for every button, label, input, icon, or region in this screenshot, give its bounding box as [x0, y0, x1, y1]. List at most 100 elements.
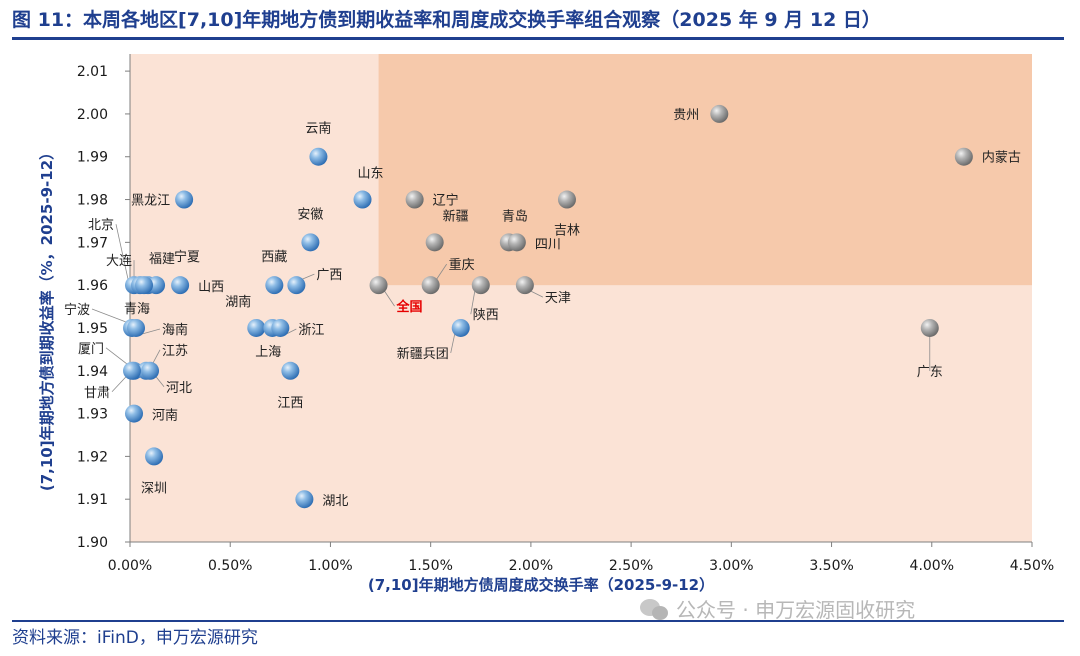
- leader-河北: [155, 376, 165, 388]
- label-福建: 福建: [149, 252, 175, 267]
- leader-浙江: [286, 328, 297, 335]
- label-江苏: 江苏: [162, 343, 188, 359]
- label-内蒙古: 内蒙古: [982, 150, 1021, 166]
- label-辽宁: 辽宁: [433, 193, 459, 209]
- data-points: [123, 104, 973, 509]
- y-tick-label: 1.98: [77, 193, 108, 209]
- point-浙江: [271, 318, 290, 337]
- leader-陕西: [470, 291, 476, 315]
- point-山东: [353, 190, 372, 209]
- label-广东: 广东: [917, 365, 943, 380]
- label-安徽: 安徽: [297, 207, 323, 222]
- point-广东: [920, 318, 939, 337]
- label-leader-lines: [91, 224, 931, 393]
- point-黑龙江: [175, 190, 194, 209]
- label-天津: 天津: [545, 291, 571, 306]
- leader-北京: [115, 224, 129, 280]
- point-陕西: [471, 276, 490, 295]
- leader-海南: [141, 328, 161, 335]
- point-重庆: [421, 276, 440, 295]
- point-四川: [507, 233, 526, 252]
- point-河北: [141, 361, 160, 380]
- label-新疆: 新疆: [443, 208, 469, 224]
- leader-重庆: [436, 263, 447, 280]
- x-tick-label: 0.50%: [208, 558, 252, 574]
- point-天津: [515, 276, 534, 295]
- label-湖北: 湖北: [322, 494, 348, 509]
- point-贵州: [710, 104, 729, 123]
- label-宁波: 宁波: [64, 302, 90, 318]
- point-云南: [309, 147, 328, 166]
- x-tick-label: 4.00%: [910, 558, 954, 574]
- label-新疆兵团: 新疆兵团: [397, 346, 449, 362]
- point-辽宁: [405, 190, 424, 209]
- label-山西: 山西: [198, 280, 224, 295]
- leader-江苏: [151, 349, 161, 365]
- y-tick-label: 1.97: [77, 235, 108, 251]
- x-tick-label: 4.50%: [1010, 558, 1054, 574]
- label-厦门: 厦门: [78, 342, 104, 357]
- label-贵州: 贵州: [673, 108, 699, 123]
- quadrant-top-left: [130, 54, 379, 286]
- label-河北: 河北: [166, 381, 192, 396]
- label-山东: 山东: [358, 167, 384, 182]
- label-重庆: 重庆: [449, 257, 475, 273]
- leader-宁波: [91, 308, 127, 323]
- x-tick-label: 2.00%: [509, 558, 553, 574]
- y-tick-label: 1.92: [77, 449, 108, 465]
- point-内蒙古: [954, 147, 973, 166]
- quadrant-backgrounds: [130, 54, 1032, 542]
- chart-title: 图 11：本周各地区[7,10]年期地方债到期收益率和周度成交换手率组合观察（2…: [12, 9, 881, 31]
- label-四川: 四川: [535, 237, 561, 252]
- point-新疆兵团: [451, 318, 470, 337]
- label-甘肃: 甘肃: [84, 386, 110, 401]
- x-tick-label: 3.50%: [809, 558, 853, 574]
- x-tick-label: 1.00%: [308, 558, 352, 574]
- point-海南: [127, 318, 146, 337]
- point-青海: [135, 276, 154, 295]
- label-江西: 江西: [277, 396, 303, 411]
- label-宁夏: 宁夏: [174, 249, 200, 265]
- label-全国: 全国: [396, 299, 423, 315]
- label-北京: 北京: [88, 218, 114, 233]
- x-axis-title: (7,10]年期地方债周度成交换手率（2025-9-12）: [368, 576, 714, 594]
- y-tick-label: 1.91: [77, 492, 108, 508]
- x-tick-label: 3.00%: [709, 558, 753, 574]
- point-西藏: [265, 276, 284, 295]
- x-tick-label: 1.50%: [408, 558, 452, 574]
- y-tick-label: 1.94: [77, 364, 108, 380]
- label-黑龙江: 黑龙江: [131, 194, 170, 209]
- label-海南: 海南: [162, 322, 188, 338]
- point-江西: [281, 361, 300, 380]
- point-吉林: [557, 190, 576, 209]
- point-湖北: [295, 490, 314, 509]
- x-tick-label: 0.00%: [108, 558, 152, 574]
- point-山西: [171, 276, 190, 295]
- label-大连: 大连: [106, 253, 132, 269]
- y-axis-title: (7,10]年期地方债到期收益率（%，2025-9-12）: [38, 145, 56, 491]
- label-青海: 青海: [124, 302, 150, 317]
- x-tick-label: 2.50%: [609, 558, 653, 574]
- leader-新疆兵团: [450, 333, 456, 354]
- label-河南: 河南: [152, 408, 178, 424]
- point-安徽: [301, 233, 320, 252]
- label-浙江: 浙江: [298, 323, 324, 338]
- point-河南: [125, 404, 144, 423]
- source-note: 资料来源：iFinD，申万宏源研究: [12, 628, 258, 648]
- leader-甘肃: [111, 376, 127, 393]
- quadrant-dark: [378, 54, 1032, 286]
- label-西藏: 西藏: [261, 250, 287, 265]
- leader-全国: [384, 290, 395, 307]
- watermark: 公众号 · 申万宏源固收研究: [640, 596, 915, 624]
- point-全国: [369, 276, 388, 295]
- wechat-icon: [640, 599, 670, 621]
- y-tick-label: 1.95: [77, 321, 108, 337]
- y-tick-label: 1.99: [77, 150, 108, 166]
- label-湖南: 湖南: [225, 294, 251, 310]
- y-tick-label: 1.96: [77, 278, 108, 294]
- leader-广西: [302, 273, 315, 280]
- title-divider: [12, 37, 1064, 40]
- scatter-chart: 0.00% 0.50% 1.00% 1.50% 2.00% 2.50% 3.00% 3.50%…: [38, 54, 1054, 594]
- label-吉林: 吉林: [554, 224, 580, 239]
